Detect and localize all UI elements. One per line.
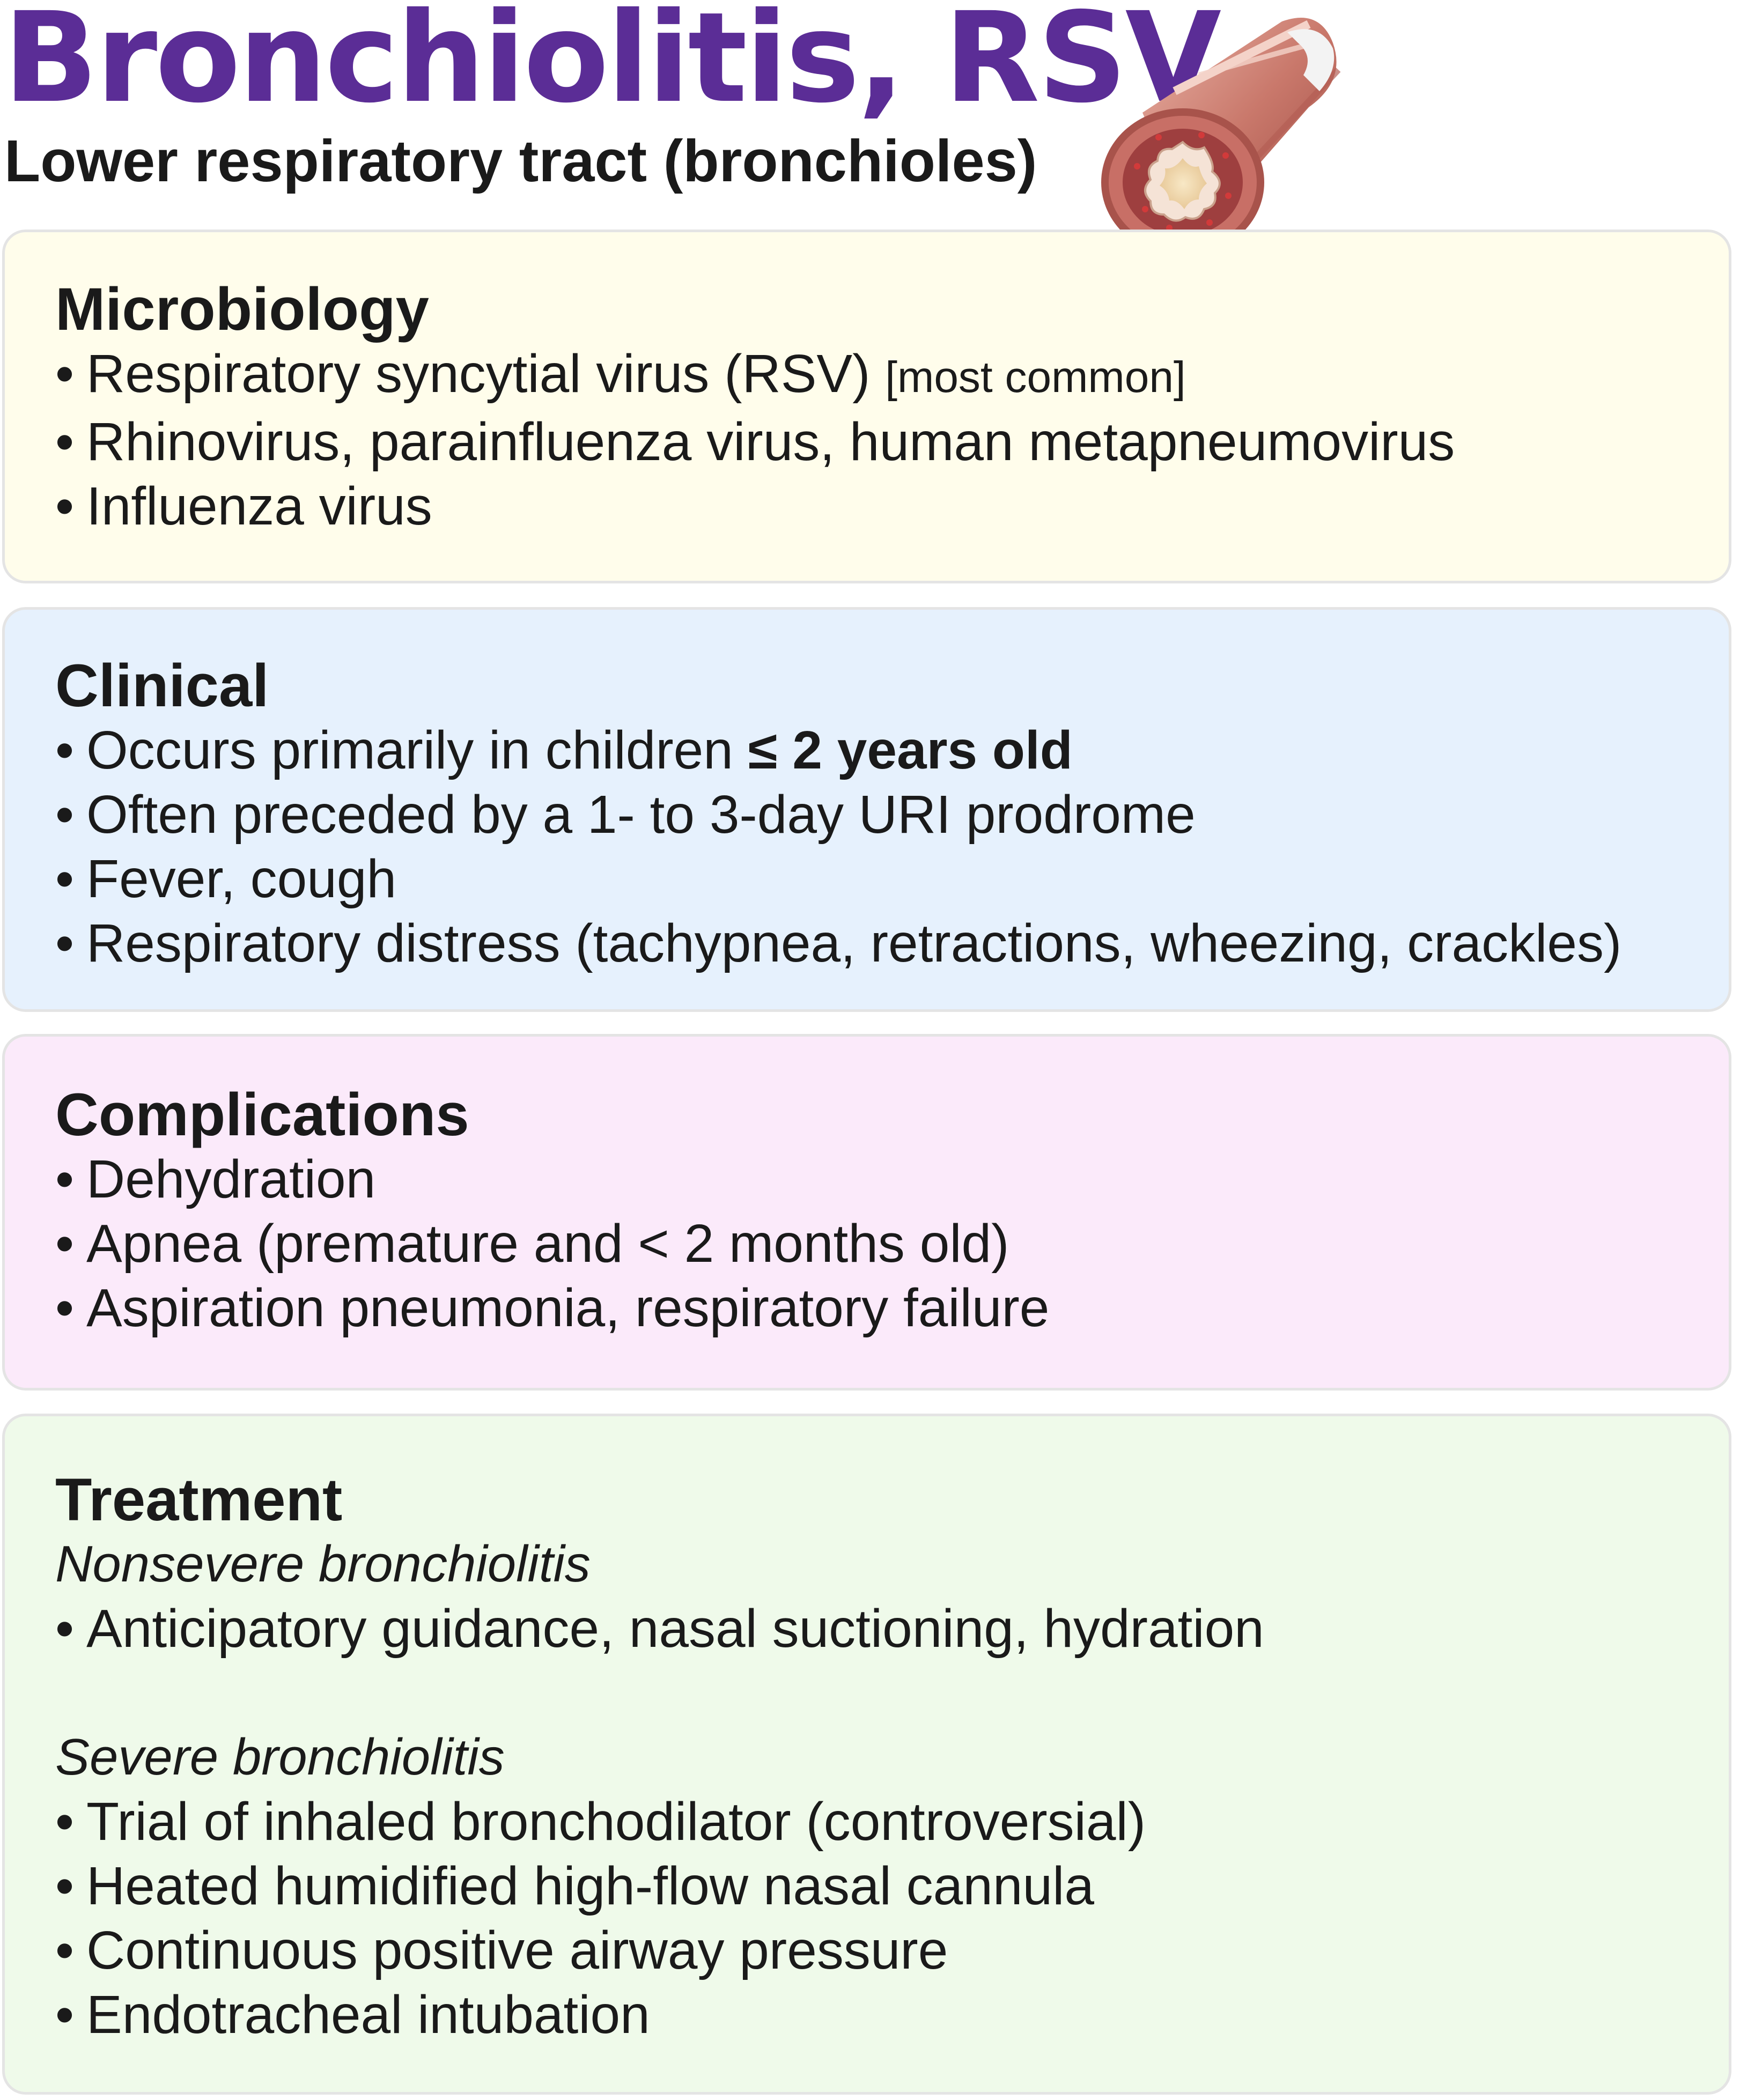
subheading-nonsevere: Nonsevere bronchiolitis bbox=[55, 1535, 591, 1593]
microbiology-list: • Respiratory syncytial virus (RSV) [most… bbox=[55, 342, 1707, 538]
section-heading-complications: Complications bbox=[55, 1081, 469, 1148]
list-item-text: Heated humidified high-flow nasal cannul… bbox=[86, 1856, 1094, 1916]
list-item-text: Apnea (premature and < 2 months old) bbox=[86, 1214, 1009, 1274]
bullet: • bbox=[55, 1214, 75, 1274]
list-item: • Respiratory syncytial virus (RSV) [most… bbox=[55, 342, 1707, 410]
bullet: • bbox=[55, 1599, 75, 1659]
list-item: • Anticipatory guidance, nasal suctioning… bbox=[55, 1596, 1707, 1661]
list-item: • Respiratory distress (tachypnea, retrac… bbox=[55, 911, 1707, 975]
bullet: • bbox=[55, 476, 75, 536]
list-item: • Endotracheal intubation bbox=[55, 1983, 1707, 2047]
list-item: • Aspiration pneumonia, respiratory failu… bbox=[55, 1276, 1707, 1340]
subheading-severe: Severe bronchiolitis bbox=[55, 1728, 505, 1786]
list-item-text: Fever, cough bbox=[86, 849, 397, 909]
list-item: • Dehydration bbox=[55, 1147, 1707, 1211]
list-item: • Often preceded by a 1- to 3-day URI pro… bbox=[55, 782, 1707, 847]
list-item-text: Often preceded by a 1- to 3-day URI prod… bbox=[86, 785, 1196, 845]
microbiology-panel: Microbiology • Respiratory syncytial viru… bbox=[2, 230, 1731, 583]
list-item: • Apnea (premature and < 2 months old) bbox=[55, 1211, 1707, 1276]
bullet: • bbox=[55, 1920, 75, 1980]
list-item: • Rhinovirus, parainfluenza virus, human … bbox=[55, 410, 1707, 474]
list-item-note: [most common] bbox=[885, 353, 1186, 402]
list-item-text: Influenza virus bbox=[86, 476, 432, 536]
list-item-text: Respiratory distress (tachypnea, retract… bbox=[86, 913, 1622, 973]
bullet: • bbox=[55, 412, 75, 472]
bullet: • bbox=[55, 849, 75, 909]
list-item-text: Endotracheal intubation bbox=[86, 1985, 650, 2045]
list-item: • Heated humidified high-flow nasal cannu… bbox=[55, 1854, 1707, 1918]
clinical-list: • Occurs primarily in children ≤ 2 years … bbox=[55, 718, 1707, 975]
list-item: • Occurs primarily in children ≤ 2 years … bbox=[55, 718, 1707, 782]
bullet: • bbox=[55, 720, 75, 780]
severe-treatment-list: • Trial of inhaled bronchodilator (contro… bbox=[55, 1790, 1707, 2047]
bullet: • bbox=[55, 1856, 75, 1916]
page-subtitle: Lower respiratory tract (bronchioles) bbox=[4, 128, 1037, 194]
list-item: • Trial of inhaled bronchodilator (contro… bbox=[55, 1790, 1707, 1854]
section-heading-clinical: Clinical bbox=[55, 652, 269, 719]
list-item-text: Aspiration pneumonia, respiratory failur… bbox=[86, 1278, 1050, 1338]
list-item-text: Respiratory syncytial virus (RSV) bbox=[86, 344, 871, 404]
list-item-text: Trial of inhaled bronchodilator (controv… bbox=[86, 1792, 1146, 1852]
spacer bbox=[55, 1661, 1707, 1725]
list-item-text: Occurs primarily in children bbox=[86, 720, 748, 780]
bullet: • bbox=[55, 1278, 75, 1338]
list-item: • Fever, cough bbox=[55, 847, 1707, 911]
list-item: • Influenza virus bbox=[55, 474, 1707, 538]
complications-list: • Dehydration • Apnea (premature and < 2 m… bbox=[55, 1147, 1707, 1340]
list-item: • Continuous positive airway pressure bbox=[55, 1918, 1707, 1983]
list-item-text: Continuous positive airway pressure bbox=[86, 1920, 948, 1980]
section-heading-treatment: Treatment bbox=[55, 1466, 343, 1533]
list-item-emphasis: ≤ 2 years old bbox=[748, 720, 1073, 780]
section-heading-microbiology: Microbiology bbox=[55, 276, 429, 343]
page-title: Bronchiolitis, RSV bbox=[3, 0, 1221, 130]
list-item-text: Rhinovirus, parainfluenza virus, human m… bbox=[86, 412, 1455, 472]
nonsevere-treatment-list: • Anticipatory guidance, nasal suctioning… bbox=[55, 1596, 1707, 1661]
list-item-text: Anticipatory guidance, nasal suctioning,… bbox=[86, 1599, 1264, 1659]
list-item-text: Dehydration bbox=[86, 1149, 376, 1209]
bullet: • bbox=[55, 785, 75, 845]
clinical-panel: Clinical • Occurs primarily in children ≤… bbox=[2, 607, 1731, 1012]
bullet: • bbox=[55, 913, 75, 973]
bullet: • bbox=[55, 1985, 75, 2045]
bullet: • bbox=[55, 1792, 75, 1852]
treatment-panel: Treatment Nonsevere bronchiolitis • Antic… bbox=[2, 1414, 1731, 2095]
bullet: • bbox=[55, 344, 75, 404]
complications-panel: Complications • Dehydration • Apnea (prema… bbox=[2, 1034, 1731, 1391]
bronchiole-cross-section-illustration bbox=[1094, 11, 1352, 257]
bullet: • bbox=[55, 1149, 75, 1209]
